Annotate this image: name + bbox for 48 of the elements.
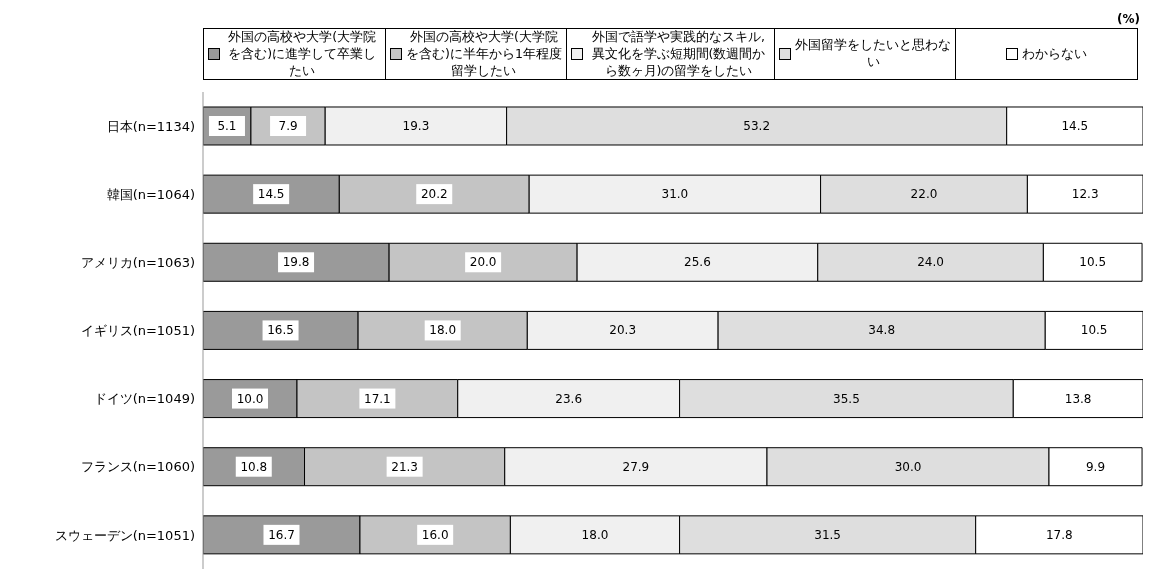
- data-label: 17.8: [1045, 527, 1073, 542]
- data-label: 13.8: [1064, 391, 1092, 406]
- data-label: 18.0: [581, 527, 609, 542]
- data-label: 12.3: [1071, 187, 1099, 202]
- data-label: 34.8: [868, 323, 896, 338]
- legend-label: 外国留学をしたいと思わない: [794, 37, 952, 71]
- data-label: 10.8: [240, 459, 268, 474]
- data-label: 24.0: [917, 255, 944, 270]
- legend-label: 外国で語学や実践的なスキル,異文化を学ぶ短期間(数週間から数ヶ月)の留学をしたい: [590, 28, 767, 80]
- data-label: 31.5: [814, 527, 841, 542]
- data-label: 20.3: [609, 323, 637, 338]
- data-label: 20.2: [420, 187, 448, 202]
- data-label: 21.3: [391, 459, 418, 474]
- data-label: 16.0: [421, 527, 449, 542]
- y-tick-label: 日本(n=1134): [106, 118, 195, 134]
- data-label: 19.8: [282, 255, 310, 270]
- y-tick-label: ドイツ(n=1049): [93, 391, 195, 407]
- data-label: 22.0: [910, 187, 938, 202]
- y-tick-label: スウェーデン(n=1051): [54, 527, 195, 543]
- data-label: 9.9: [1085, 459, 1106, 474]
- legend-label: 外国の高校や大学(大学院を含む)に半年から1年程度留学したい: [405, 28, 563, 80]
- data-label: 16.5: [267, 323, 294, 338]
- data-label: 53.2: [743, 118, 771, 133]
- data-label: 14.5: [257, 187, 285, 202]
- data-label: 10.5: [1079, 255, 1107, 270]
- data-label: 23.6: [555, 391, 583, 406]
- data-label: 35.5: [833, 391, 860, 406]
- y-tick-label: フランス(n=1060): [80, 459, 195, 475]
- data-label: 27.9: [622, 459, 650, 474]
- data-label: 14.5: [1061, 118, 1089, 133]
- data-label: 7.9: [278, 118, 298, 133]
- data-label: 10.0: [236, 391, 264, 406]
- data-label: 30.0: [894, 459, 922, 474]
- legend-label: わからない: [1022, 45, 1088, 63]
- y-tick-label: 韓国(n=1064): [106, 186, 195, 202]
- data-label: 31.0: [661, 187, 689, 202]
- data-label: 17.1: [364, 391, 391, 406]
- y-tick-label: イギリス(n=1051): [80, 323, 195, 339]
- y-tick-label: アメリカ(n=1063): [80, 254, 195, 270]
- data-label: 20.0: [469, 255, 497, 270]
- data-label: 16.7: [268, 527, 295, 542]
- text: (%): [1117, 12, 1140, 26]
- data-label: 18.0: [429, 323, 457, 338]
- data-label: 5.1: [217, 118, 237, 133]
- data-label: 19.3: [402, 118, 430, 133]
- data-label: 10.5: [1080, 323, 1108, 338]
- data-label: 25.6: [684, 255, 711, 270]
- legend-label: 外国の高校や大学(大学院を含む)に進学して卒業したい: [227, 28, 378, 80]
